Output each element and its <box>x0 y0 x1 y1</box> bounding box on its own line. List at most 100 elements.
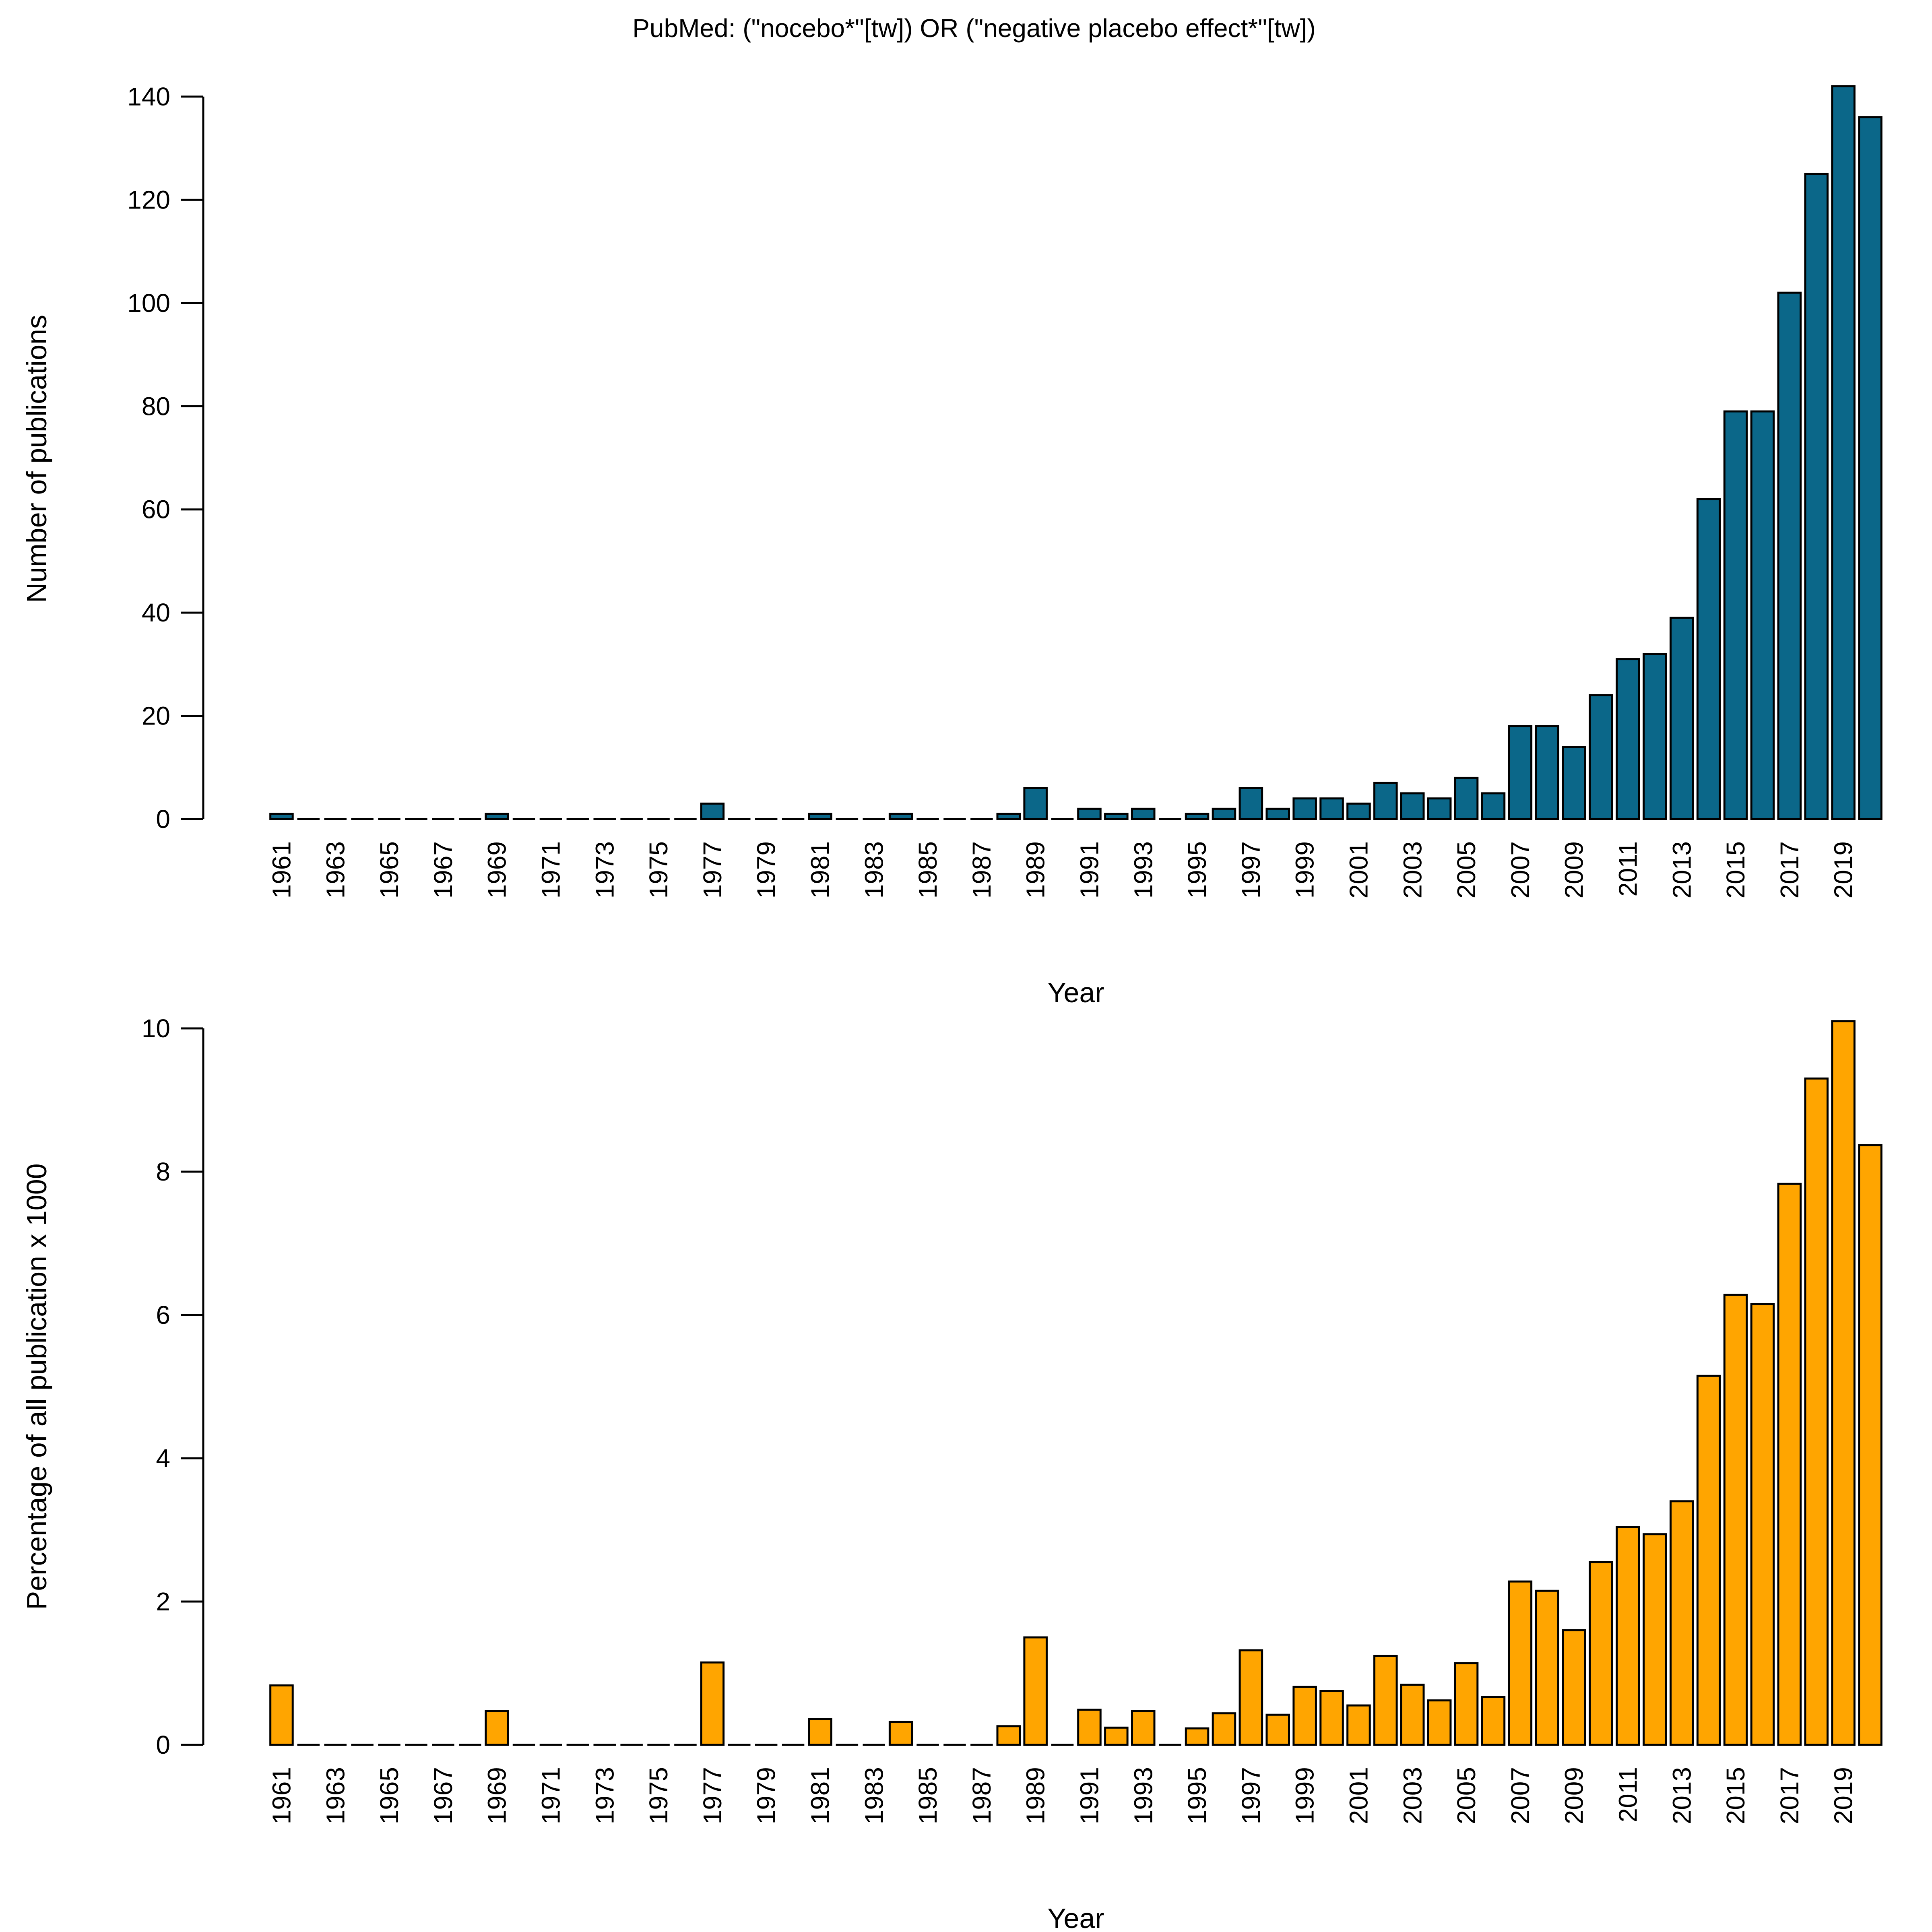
top-x-tick-label: 2009 <box>1560 841 1589 898</box>
bottom-panel: 0 2 4 6 8 10 1961 1963 1965 1967 1969 1971 1973 1975 1… <box>21 1014 1882 1932</box>
top-y-tick-label: 60 <box>142 495 170 524</box>
top-bar <box>1292 797 1317 820</box>
top-x-tick-label: 1973 <box>590 841 619 898</box>
top-bar <box>1643 653 1667 820</box>
bottom-x-tick-label: 2003 <box>1398 1767 1427 1824</box>
top-x-tick-label: 1977 <box>698 841 727 898</box>
bottom-bar <box>1858 1144 1882 1746</box>
top-y-tick-label: 140 <box>127 82 170 111</box>
top-bar <box>1265 807 1290 820</box>
bottom-bar <box>1481 1696 1506 1746</box>
bottom-bar <box>1023 1636 1048 1746</box>
bottom-x-tick-label: 1965 <box>375 1767 404 1824</box>
top-x-tick-label: 2017 <box>1775 841 1804 898</box>
top-bar <box>1427 797 1452 820</box>
top-x-tick-label: 1991 <box>1075 841 1104 898</box>
top-x-tick-label: 1975 <box>644 841 673 898</box>
bottom-bar <box>1104 1726 1129 1746</box>
top-bar <box>1858 116 1882 820</box>
top-bar <box>1481 792 1506 820</box>
top-y-tick-label: 40 <box>142 598 170 627</box>
bottom-x-tick-label: 1999 <box>1290 1767 1319 1824</box>
top-bar <box>1077 807 1102 820</box>
bottom-x-tick-label: 2013 <box>1667 1767 1696 1824</box>
bottom-bar <box>1400 1683 1425 1746</box>
top-bar <box>888 813 913 820</box>
bottom-x-tick-label: 1997 <box>1236 1767 1265 1824</box>
bottom-x-tick-label: 1989 <box>1021 1767 1050 1824</box>
bottom-x-tick-label: 2007 <box>1506 1767 1535 1824</box>
bottom-y-tick-label: 2 <box>156 1587 170 1616</box>
top-bar <box>1804 173 1829 820</box>
top-x-tick-label: 1987 <box>967 841 996 898</box>
top-x-tick-label: 2003 <box>1398 841 1427 898</box>
top-x-tick-label: 1993 <box>1129 841 1158 898</box>
bottom-bar <box>1077 1709 1102 1746</box>
bottom-y-tick-label: 0 <box>156 1730 170 1759</box>
bottom-x-tick-label: 2017 <box>1775 1767 1804 1824</box>
top-y-tick-label: 120 <box>127 185 170 214</box>
bottom-x-axis-label: Year <box>1047 1903 1104 1932</box>
top-bar <box>1104 813 1129 820</box>
top-bar <box>1212 807 1236 820</box>
bottom-x-tick-label: 1993 <box>1129 1767 1158 1824</box>
bottom-bar <box>1831 1020 1856 1746</box>
top-x-tick-label: 1967 <box>429 841 458 898</box>
bottom-x-tick-label: 2001 <box>1344 1767 1373 1824</box>
bottom-x-tick-label: 1985 <box>913 1767 942 1824</box>
top-bar <box>1131 807 1156 820</box>
top-y-axis-label: Number of publications <box>21 315 52 603</box>
bottom-x-tick-label: 2009 <box>1560 1767 1589 1824</box>
bottom-bar <box>1616 1526 1640 1746</box>
top-x-axis-label: Year <box>1047 977 1104 1008</box>
top-x-tick-label: 1963 <box>321 841 350 898</box>
bottom-bar <box>1319 1690 1344 1746</box>
bottom-bar <box>1131 1710 1156 1746</box>
top-x-tick-label: 2011 <box>1613 841 1642 897</box>
top-bar <box>1535 725 1560 820</box>
bottom-x-tick-label: 1981 <box>805 1767 834 1824</box>
bottom-bar <box>485 1710 509 1746</box>
bottom-x-tick-label: 1975 <box>644 1767 673 1824</box>
top-y-tick-label: 0 <box>156 805 170 834</box>
bottom-x-tick-label: 2005 <box>1452 1767 1481 1824</box>
bottom-x-tick-label: 1983 <box>859 1767 888 1824</box>
bottom-bar <box>808 1718 832 1746</box>
top-bar <box>1400 792 1425 820</box>
top-bar <box>1346 803 1371 820</box>
top-x-tick-label: 1961 <box>267 841 296 898</box>
bottom-bar <box>1535 1589 1560 1746</box>
top-x-tick-label: 2013 <box>1667 841 1696 898</box>
bottom-bar <box>996 1725 1021 1746</box>
top-bar <box>485 813 509 820</box>
bottom-x-tick-label: 1967 <box>429 1767 458 1824</box>
bottom-x-tick-label: 1995 <box>1183 1767 1212 1824</box>
bottom-x-tick-label: 1969 <box>483 1767 512 1824</box>
top-y-tick-label: 20 <box>142 702 170 731</box>
top-bar <box>1616 658 1640 820</box>
bottom-bar <box>1723 1294 1748 1746</box>
bottom-bar <box>1562 1629 1586 1746</box>
bottom-x-tick-label: 1963 <box>321 1767 350 1824</box>
top-x-tick-label: 2019 <box>1829 841 1858 898</box>
bottom-x-tick-label: 1971 <box>536 1767 565 1824</box>
bottom-x-tick-label: 1979 <box>752 1767 781 1824</box>
top-bar <box>996 813 1021 820</box>
top-x-tick-label: 1971 <box>536 841 565 898</box>
bottom-x-tick-label: 2015 <box>1721 1767 1750 1824</box>
top-x-tick-label: 1981 <box>805 841 834 898</box>
top-bar <box>1831 85 1856 820</box>
bottom-y-tick-label: 4 <box>156 1444 170 1473</box>
bottom-y-tick-label: 8 <box>156 1157 170 1186</box>
bottom-bar <box>1669 1500 1694 1746</box>
top-bar <box>1696 498 1721 820</box>
bottom-bar <box>269 1684 294 1746</box>
bottom-x-tick-label: 1991 <box>1075 1767 1104 1824</box>
bottom-x-tick-label: 2011 <box>1613 1767 1642 1823</box>
top-bar <box>808 813 832 820</box>
bottom-bar <box>1454 1662 1479 1746</box>
top-bar <box>1750 410 1775 820</box>
bottom-y-axis-label: Percentage of all publication x 1000 <box>21 1163 52 1610</box>
top-x-tick-label: 1983 <box>859 841 888 898</box>
